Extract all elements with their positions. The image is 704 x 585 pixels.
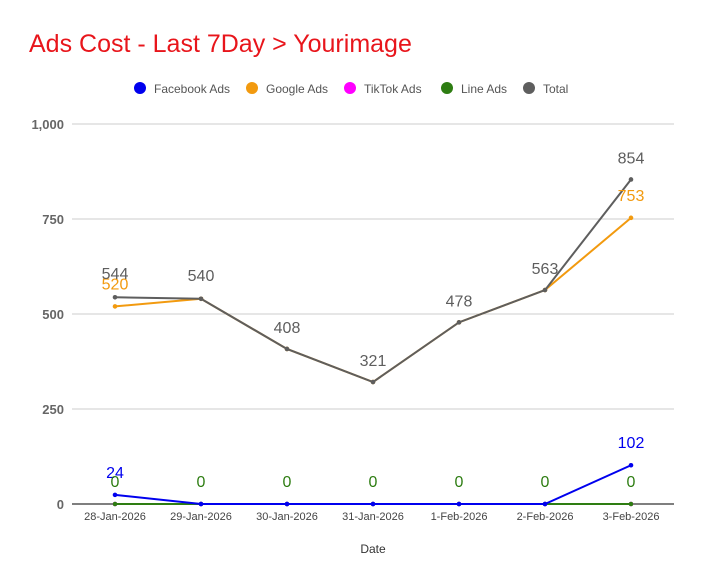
legend-item: TikTok Ads xyxy=(344,82,422,96)
data-label: 0 xyxy=(369,474,378,491)
legend-item: Google Ads xyxy=(246,82,328,96)
data-label: 24 xyxy=(106,465,124,482)
data-point xyxy=(628,501,634,507)
data-point xyxy=(628,215,634,221)
legend-label: Google Ads xyxy=(266,82,328,96)
data-point xyxy=(198,296,204,302)
data-label: 478 xyxy=(446,293,473,310)
data-label: 0 xyxy=(197,474,206,491)
data-label: 544 xyxy=(102,266,129,283)
legend-label: TikTok Ads xyxy=(364,82,422,96)
data-label: 0 xyxy=(111,474,120,491)
legend-marker xyxy=(134,82,146,94)
data-point xyxy=(112,304,118,309)
data-label: 102 xyxy=(618,435,645,452)
legend-item: Facebook Ads xyxy=(134,82,230,96)
data-point xyxy=(542,287,548,293)
x-tick-label: 1-Feb-2026 xyxy=(431,511,488,523)
x-tick-label: 30-Jan-2026 xyxy=(256,511,318,523)
data-label: 520 xyxy=(102,276,129,293)
legend-marker xyxy=(523,82,535,94)
data-label: 563 xyxy=(532,261,559,278)
y-tick-label: 750 xyxy=(42,212,64,227)
data-label: 0 xyxy=(455,474,464,491)
data-point xyxy=(628,462,634,468)
x-tick-label: 29-Jan-2026 xyxy=(170,511,232,523)
legend-marker xyxy=(344,82,356,94)
data-label: 321 xyxy=(360,353,387,370)
legend-label: Total xyxy=(543,82,568,96)
x-tick-label: 31-Jan-2026 xyxy=(342,511,404,523)
legend-label: Facebook Ads xyxy=(154,82,230,96)
y-tick-label: 250 xyxy=(42,402,64,417)
data-point xyxy=(370,501,376,507)
data-label: 854 xyxy=(618,150,645,167)
y-tick-label: 500 xyxy=(42,307,64,322)
data-label: 753 xyxy=(618,188,645,205)
data-point xyxy=(370,379,376,385)
data-point xyxy=(112,294,118,300)
chart-title: Ads Cost - Last 7Day > Yourimage xyxy=(29,30,412,58)
legend-marker xyxy=(441,82,453,94)
data-point xyxy=(542,501,548,507)
data-point xyxy=(456,501,462,507)
data-label: 0 xyxy=(541,474,550,491)
legend-label: Line Ads xyxy=(461,82,507,96)
y-tick-label: 1,000 xyxy=(31,117,64,132)
data-label: 0 xyxy=(627,474,636,491)
legend-marker xyxy=(246,82,258,94)
legend-item: Total xyxy=(523,82,568,96)
data-label: 0 xyxy=(283,474,292,491)
data-point xyxy=(112,492,118,498)
data-point xyxy=(628,177,634,182)
x-axis-title: Date xyxy=(360,542,386,556)
x-tick-label: 3-Feb-2026 xyxy=(603,511,660,523)
x-tick-label: 2-Feb-2026 xyxy=(517,511,574,523)
data-point xyxy=(112,501,118,507)
data-point xyxy=(456,320,462,325)
data-point xyxy=(284,501,290,507)
legend-item: Line Ads xyxy=(441,82,507,96)
x-tick-label: 28-Jan-2026 xyxy=(84,511,146,523)
data-label: 540 xyxy=(188,268,215,285)
data-label: 408 xyxy=(274,320,301,337)
data-point xyxy=(198,501,204,507)
y-tick-label: 0 xyxy=(57,497,64,512)
data-point xyxy=(284,346,290,352)
